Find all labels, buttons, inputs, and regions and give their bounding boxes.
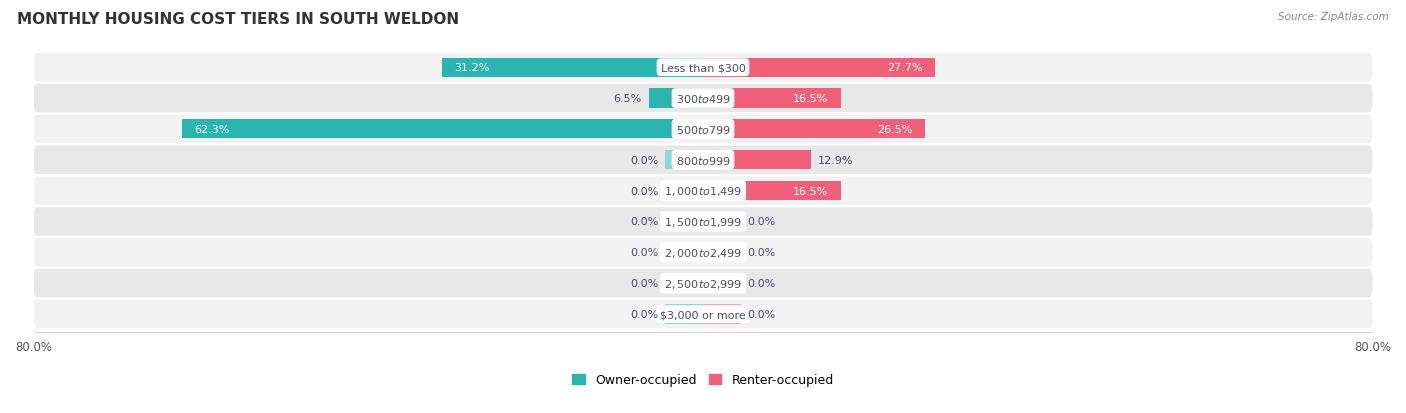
Text: $2,000 to $2,499: $2,000 to $2,499 bbox=[664, 246, 742, 259]
Text: 26.5%: 26.5% bbox=[877, 125, 912, 135]
FancyBboxPatch shape bbox=[34, 85, 1372, 113]
Text: 31.2%: 31.2% bbox=[454, 63, 489, 73]
Bar bbox=[703, 59, 935, 78]
Bar bbox=[703, 89, 841, 108]
Bar bbox=[703, 243, 741, 262]
Bar bbox=[648, 89, 703, 108]
FancyBboxPatch shape bbox=[34, 239, 1372, 267]
Text: 16.5%: 16.5% bbox=[793, 186, 828, 196]
Bar bbox=[665, 212, 703, 231]
Bar bbox=[703, 151, 811, 170]
FancyBboxPatch shape bbox=[34, 208, 1372, 236]
Text: 6.5%: 6.5% bbox=[613, 94, 643, 104]
Bar bbox=[703, 212, 741, 231]
FancyBboxPatch shape bbox=[34, 146, 1372, 175]
FancyBboxPatch shape bbox=[34, 54, 1372, 82]
Bar bbox=[181, 120, 703, 139]
Text: 0.0%: 0.0% bbox=[748, 248, 776, 258]
Bar bbox=[703, 274, 741, 293]
FancyBboxPatch shape bbox=[34, 269, 1372, 298]
Bar bbox=[703, 120, 925, 139]
Text: 12.9%: 12.9% bbox=[818, 155, 853, 165]
Bar bbox=[665, 243, 703, 262]
Text: MONTHLY HOUSING COST TIERS IN SOUTH WELDON: MONTHLY HOUSING COST TIERS IN SOUTH WELD… bbox=[17, 12, 458, 27]
Text: $1,000 to $1,499: $1,000 to $1,499 bbox=[664, 185, 742, 198]
Bar bbox=[665, 274, 703, 293]
Text: $2,500 to $2,999: $2,500 to $2,999 bbox=[664, 277, 742, 290]
FancyBboxPatch shape bbox=[34, 177, 1372, 205]
Text: 16.5%: 16.5% bbox=[793, 94, 828, 104]
Legend: Owner-occupied, Renter-occupied: Owner-occupied, Renter-occupied bbox=[568, 368, 838, 391]
Text: 0.0%: 0.0% bbox=[630, 248, 658, 258]
Text: $1,500 to $1,999: $1,500 to $1,999 bbox=[664, 216, 742, 228]
Text: Less than $300: Less than $300 bbox=[661, 63, 745, 73]
Text: $800 to $999: $800 to $999 bbox=[675, 154, 731, 166]
Text: 0.0%: 0.0% bbox=[630, 278, 658, 289]
Text: 0.0%: 0.0% bbox=[630, 309, 658, 319]
FancyBboxPatch shape bbox=[34, 300, 1372, 328]
Text: 62.3%: 62.3% bbox=[194, 125, 229, 135]
Bar bbox=[665, 305, 703, 324]
Bar bbox=[441, 59, 703, 78]
Text: 0.0%: 0.0% bbox=[630, 186, 658, 196]
Bar bbox=[703, 305, 741, 324]
Bar bbox=[665, 151, 703, 170]
Bar bbox=[703, 182, 841, 201]
Text: 0.0%: 0.0% bbox=[748, 309, 776, 319]
FancyBboxPatch shape bbox=[34, 115, 1372, 144]
Text: 0.0%: 0.0% bbox=[630, 217, 658, 227]
Text: 0.0%: 0.0% bbox=[748, 217, 776, 227]
Text: 0.0%: 0.0% bbox=[630, 155, 658, 165]
Text: 0.0%: 0.0% bbox=[748, 278, 776, 289]
Bar bbox=[665, 182, 703, 201]
Text: $300 to $499: $300 to $499 bbox=[675, 93, 731, 105]
Text: $3,000 or more: $3,000 or more bbox=[661, 309, 745, 319]
Text: $500 to $799: $500 to $799 bbox=[675, 123, 731, 135]
Text: Source: ZipAtlas.com: Source: ZipAtlas.com bbox=[1278, 12, 1389, 22]
Text: 27.7%: 27.7% bbox=[887, 63, 922, 73]
